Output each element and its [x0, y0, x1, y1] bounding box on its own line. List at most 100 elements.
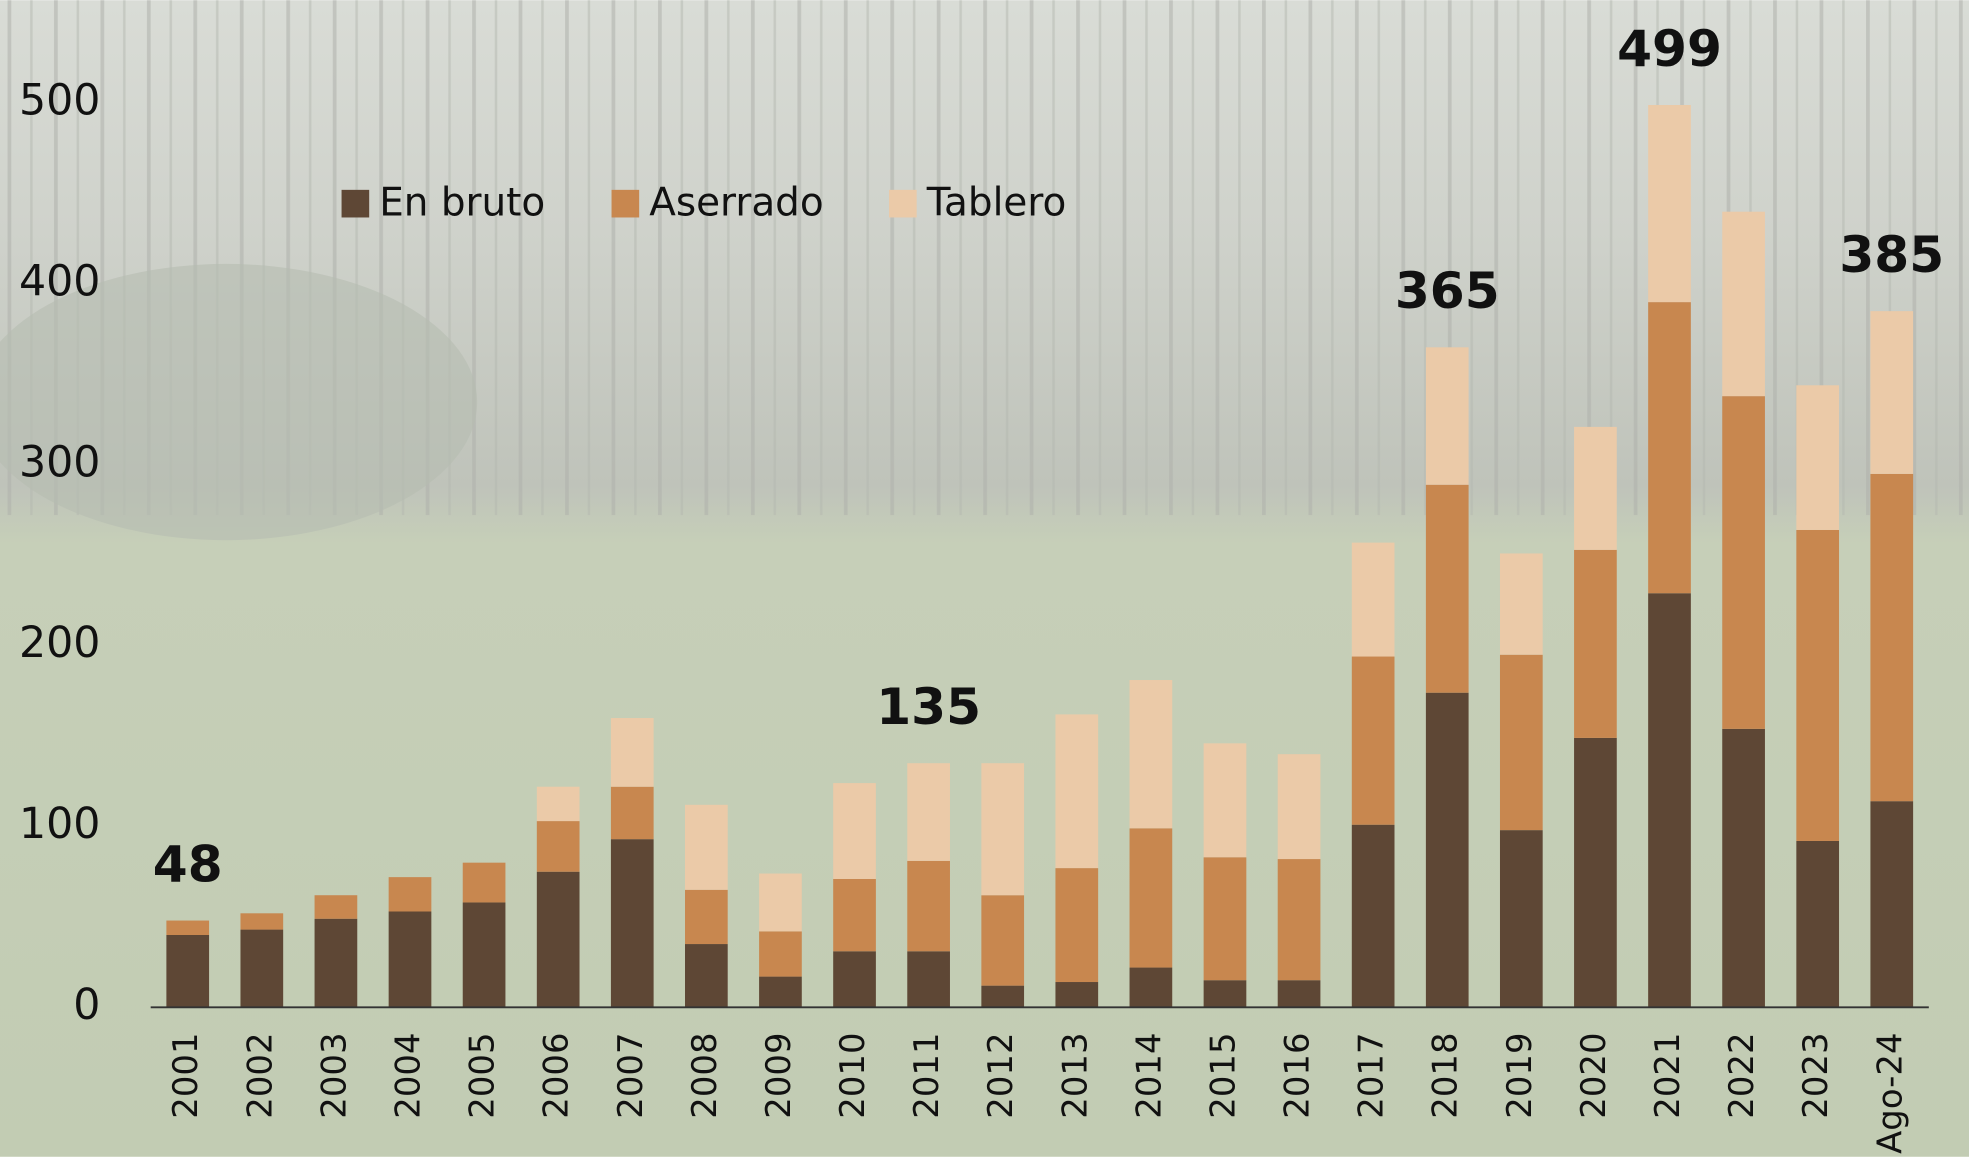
bar-segment [907, 763, 950, 861]
x-tick-label: 2002 [240, 1032, 279, 1118]
x-tick-label: 2020 [1574, 1032, 1613, 1118]
x-tick-label: 2006 [537, 1032, 576, 1118]
x-tick-label: 2017 [1352, 1032, 1391, 1118]
bar-segment [1722, 396, 1765, 729]
legend-label: En bruto [379, 180, 545, 225]
bar-segment [833, 878, 876, 952]
bar-segment [240, 913, 284, 930]
legend-swatch [611, 189, 640, 218]
bar-segment [1277, 754, 1321, 860]
bar-segment [1722, 211, 1765, 397]
bar-segment [1055, 982, 1099, 1008]
bar-segment [1425, 692, 1469, 1008]
y-tick-label: 200 [19, 618, 100, 668]
y-tick-label: 300 [19, 437, 100, 487]
total-label: 48 [153, 834, 223, 893]
bar-segment [388, 911, 432, 1008]
y-tick-label: 500 [19, 76, 100, 126]
x-tick-label: 2004 [388, 1032, 427, 1118]
bar-segment [1351, 656, 1395, 825]
x-tick-label: 2023 [1796, 1032, 1835, 1118]
y-tick-label: 100 [19, 799, 100, 849]
x-tick-label: 2013 [1055, 1032, 1094, 1118]
legend-label: Tablero [926, 180, 1067, 225]
bar-segment [685, 804, 728, 890]
bar-segment [536, 871, 580, 1008]
bar-segment [1351, 824, 1395, 1008]
x-tick-label: 2022 [1722, 1032, 1761, 1118]
bar-segment [685, 944, 728, 1008]
bar-segment [610, 786, 654, 840]
x-tick-label: 2018 [1426, 1032, 1465, 1118]
bar-segment [1203, 743, 1247, 858]
bar-segment [536, 821, 580, 872]
bar-segment [1870, 311, 1914, 474]
bar-segment [833, 951, 876, 1008]
x-tick-label: 2003 [314, 1032, 353, 1118]
x-tick-label: 2008 [685, 1032, 724, 1118]
x-tick-label: Ago-24 [1870, 1032, 1909, 1153]
bar-segment [166, 935, 210, 1008]
x-tick-label: 2001 [166, 1032, 205, 1118]
bar-segment [610, 839, 654, 1008]
x-tick-label: 2019 [1500, 1032, 1539, 1118]
bar-segment [1796, 529, 1840, 841]
total-label: 365 [1395, 261, 1500, 320]
x-tick-label: 2010 [833, 1032, 872, 1118]
bar-segment [1722, 728, 1765, 1008]
bar-segment [907, 860, 950, 952]
background-shrub [0, 263, 478, 541]
bar-segment [1574, 737, 1617, 1008]
total-label: 135 [876, 677, 981, 736]
bar-segment [462, 902, 506, 1008]
legend-swatch [341, 189, 370, 218]
bar-segment [1425, 484, 1469, 693]
bar-segment [1499, 830, 1543, 1008]
bar-segment [1055, 714, 1099, 869]
bar-segment [1796, 385, 1840, 530]
bar-segment [1574, 426, 1617, 550]
bar-segment [1203, 980, 1247, 1008]
bar-segment [1648, 593, 1691, 1008]
bar-segment [833, 783, 876, 879]
bar-segment [1499, 553, 1543, 655]
bar-segment [1129, 828, 1173, 968]
bar-segment [1277, 859, 1321, 981]
legend-swatch [889, 189, 917, 218]
bar-segment [1425, 347, 1469, 485]
bar-segment [166, 920, 210, 936]
bar-segment [388, 877, 432, 912]
bar-segment [1499, 654, 1543, 831]
y-tick-label: 400 [19, 257, 100, 307]
bar-segment [1648, 302, 1691, 594]
bar-segment [1870, 801, 1914, 1008]
bar-segment [685, 889, 728, 945]
bar-segment [1648, 105, 1691, 303]
bar-segment [759, 873, 802, 932]
bar-segment [240, 929, 284, 1008]
bar-segment [536, 786, 580, 822]
bar-segment [1129, 967, 1173, 1008]
bar-segment [314, 895, 358, 919]
x-tick-label: 2014 [1129, 1032, 1168, 1118]
bar-segment [1574, 549, 1617, 738]
bar-segment [1203, 857, 1247, 981]
bar-segment [1796, 840, 1840, 1008]
legend-label: Aserrado [649, 180, 823, 225]
x-tick-label: 2007 [611, 1032, 650, 1118]
bar-segment [1351, 542, 1395, 657]
x-tick-label: 2015 [1203, 1032, 1242, 1118]
bar-segment [981, 895, 1025, 986]
x-tick-label: 2012 [981, 1032, 1020, 1118]
bar-segment [759, 976, 802, 1008]
bar-segment [1277, 980, 1321, 1008]
y-tick-label: 0 [73, 980, 100, 1030]
bar-segment [1129, 680, 1173, 829]
x-tick-label: 2011 [907, 1032, 946, 1118]
total-label: 499 [1617, 19, 1722, 78]
total-label: 385 [1839, 225, 1944, 284]
bar-segment [981, 763, 1025, 896]
bar-segment [1870, 473, 1914, 802]
